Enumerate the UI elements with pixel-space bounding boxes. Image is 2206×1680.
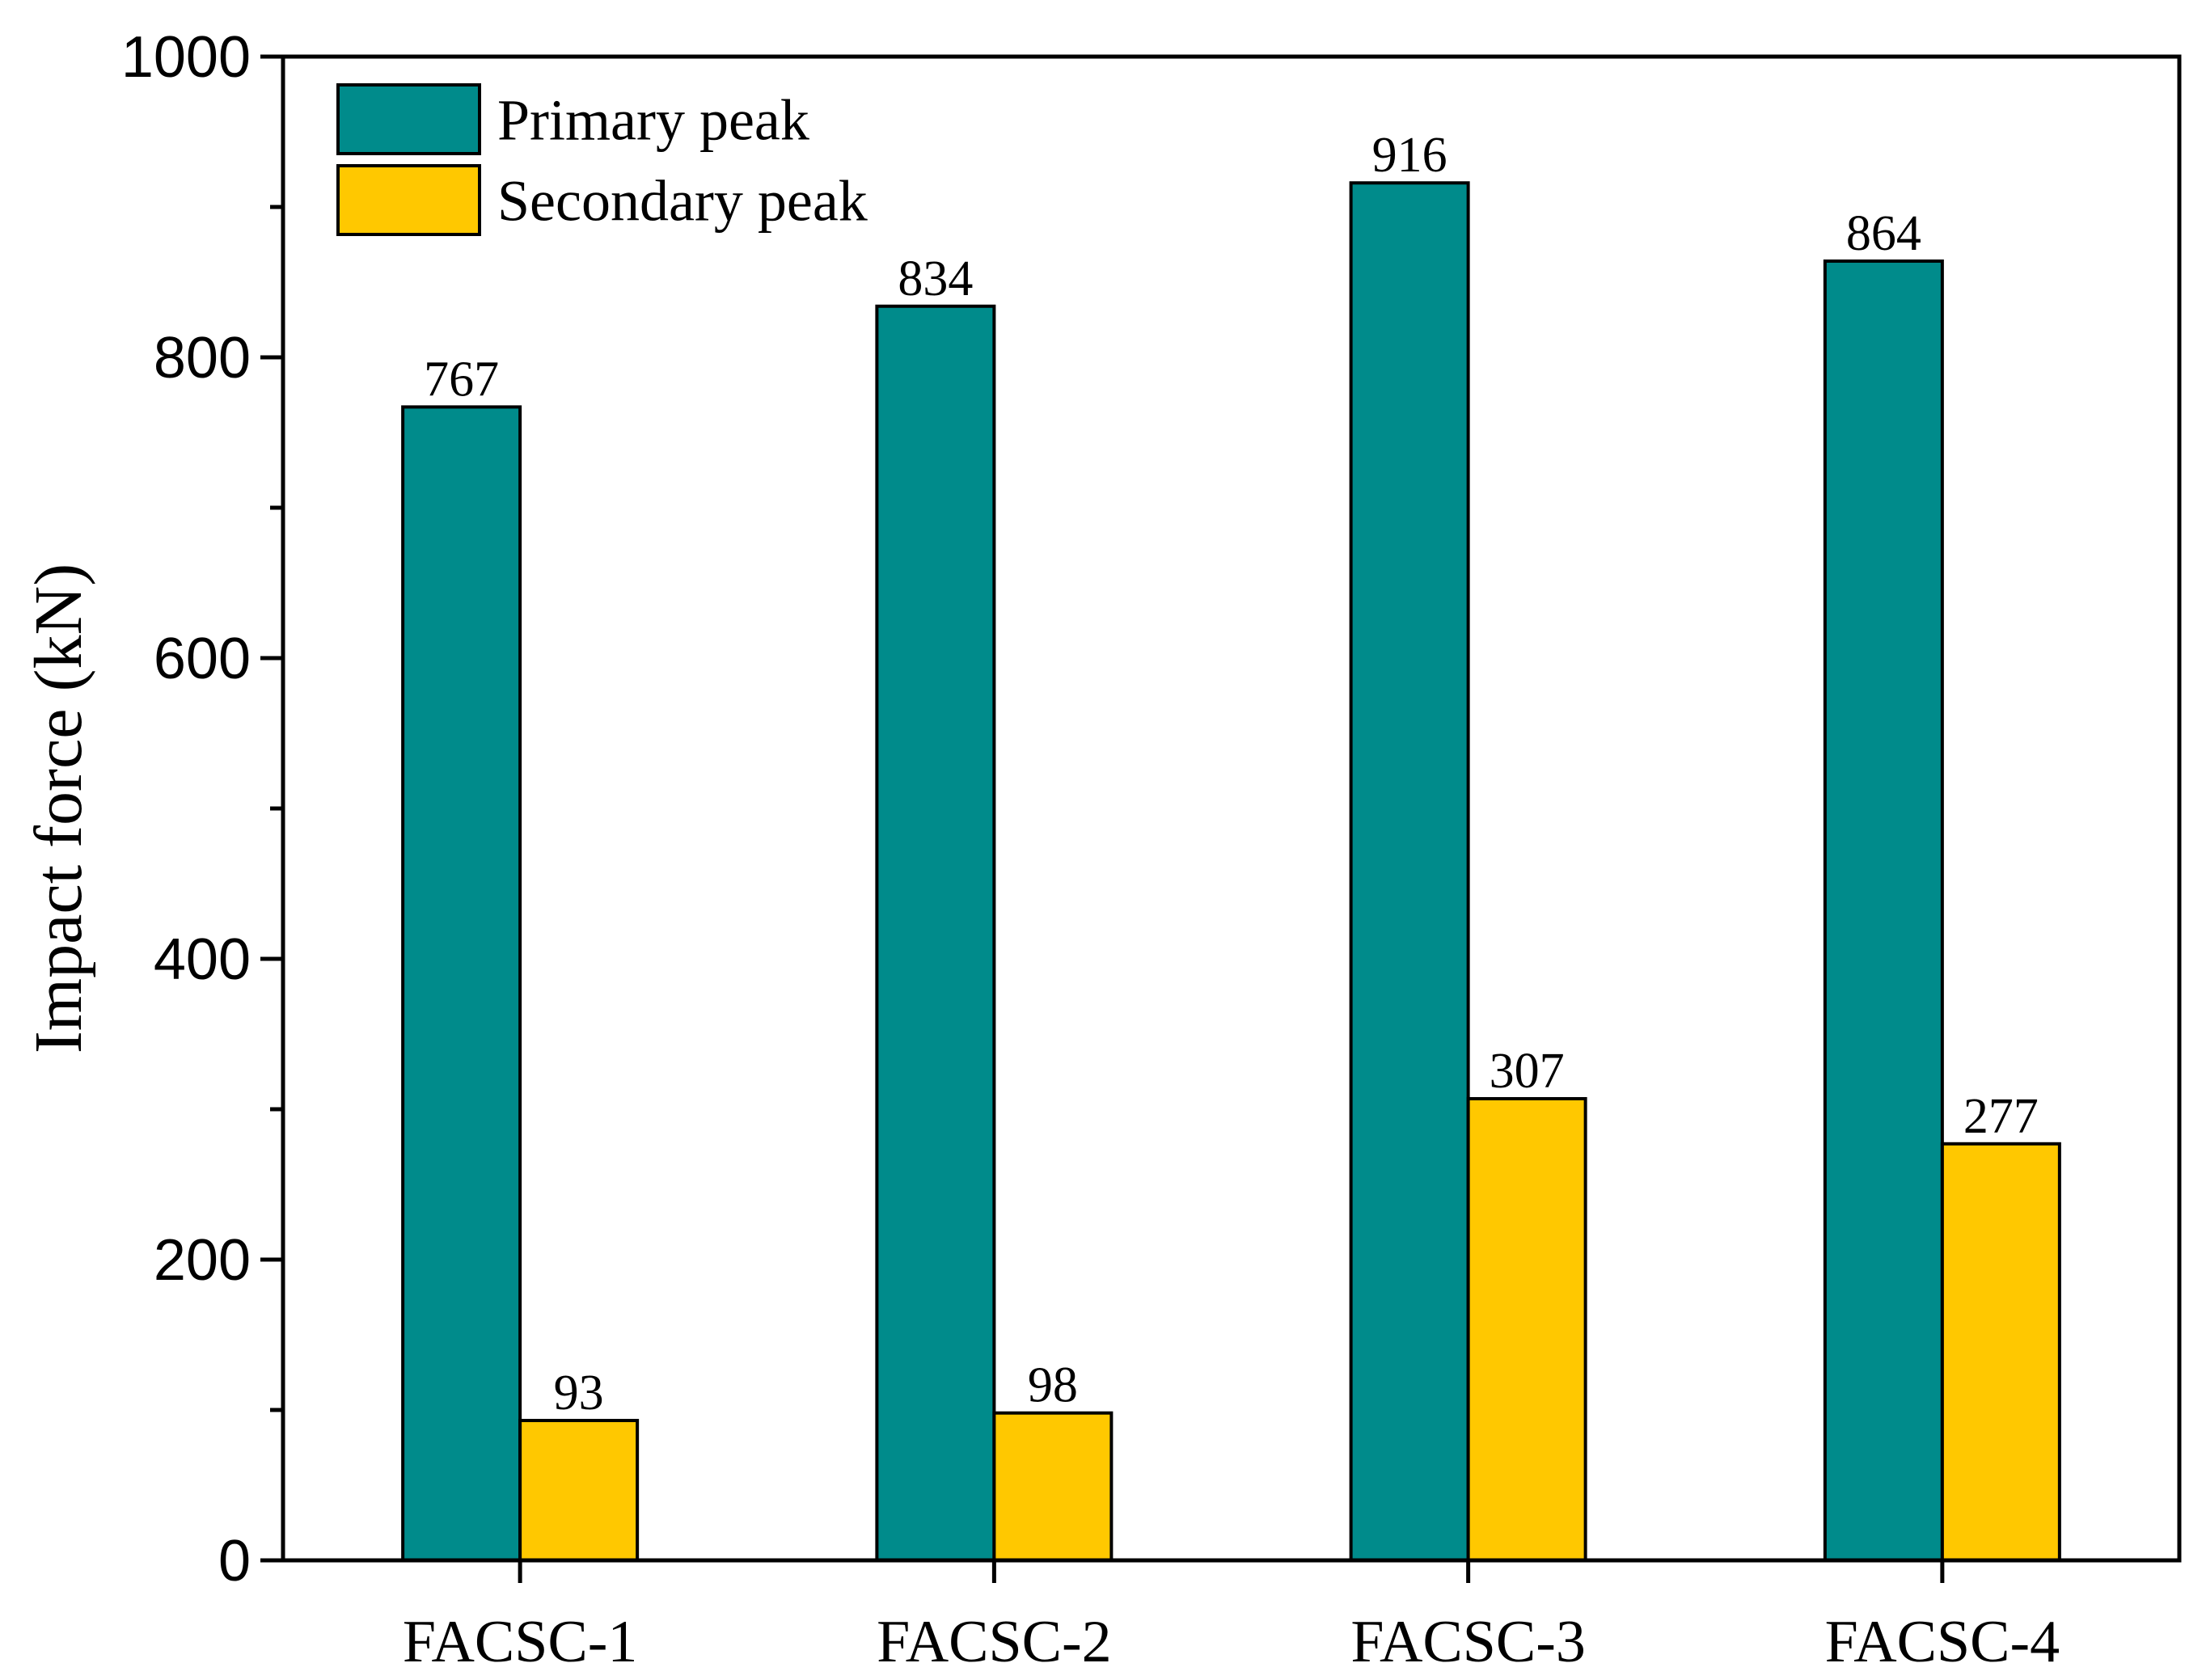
primary-peak-bar [1823, 259, 1944, 1563]
legend-swatch-secondary [336, 164, 481, 236]
x-tick-label: FACSC-4 [1825, 1609, 2060, 1675]
y-tick-label: 600 [154, 627, 251, 691]
secondary-peak-value-label: 307 [1490, 1044, 1565, 1099]
primary-peak-bar [875, 304, 996, 1562]
y-tick-label: 400 [154, 927, 251, 992]
x-tick-label: FACSC-3 [1350, 1609, 1586, 1675]
y-tick-label: 200 [154, 1228, 251, 1293]
primary-peak-value-label: 864 [1846, 206, 1921, 261]
y-tick-label: 0 [218, 1529, 251, 1593]
y-axis-title: Impact force (kN) [21, 564, 96, 1053]
x-tick-label: FACSC-1 [403, 1609, 638, 1675]
legend-swatch-primary [336, 83, 481, 155]
bars-layer [401, 181, 2061, 1563]
primary-peak-value-label: 916 [1372, 128, 1447, 183]
primary-peak-bar [401, 405, 522, 1562]
secondary-peak-bar [1466, 1096, 1587, 1562]
primary-peak-value-label: 767 [424, 352, 499, 407]
legend-label-primary: Primary peak [497, 88, 809, 153]
y-axis: 0 200 400 600 800 1000 [121, 25, 283, 1593]
legend: Primary peak Secondary peak [336, 83, 868, 236]
secondary-peak-value-label: 93 [554, 1366, 604, 1420]
y-tick-label: 800 [154, 326, 251, 390]
secondary-peak-bar [518, 1419, 640, 1563]
secondary-peak-bar [992, 1411, 1114, 1562]
primary-peak-value-label: 834 [898, 251, 973, 306]
data-labels-layer: 767 93 834 98 916 307 864 277 [424, 128, 2039, 1420]
secondary-peak-bar [1940, 1142, 2061, 1562]
primary-peak-bar [1349, 181, 1470, 1563]
x-axis: FACSC-1 FACSC-2 FACSC-3 FACSC-4 [403, 1560, 2060, 1675]
y-tick-label: 1000 [121, 25, 251, 90]
x-tick-label: FACSC-2 [877, 1609, 1112, 1675]
legend-label-secondary: Secondary peak [497, 169, 868, 234]
secondary-peak-value-label: 98 [1028, 1358, 1078, 1413]
secondary-peak-value-label: 277 [1963, 1089, 2039, 1144]
